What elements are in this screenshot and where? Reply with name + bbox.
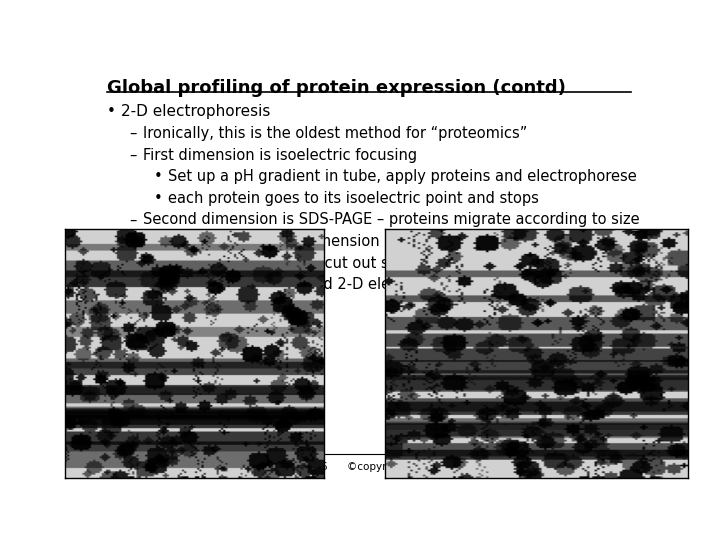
Text: Current technology is to cut out spots and id by mass spec: Current technology is to cut out spots a…	[143, 255, 575, 271]
Text: shallow pH gradient: shallow pH gradient	[402, 297, 555, 312]
Text: Run at 90° to first dimension: Run at 90° to first dimension	[168, 234, 379, 249]
Text: Ironically, this is the oldest method for “proteomics”: Ironically, this is the oldest method fo…	[143, 126, 527, 141]
Text: –: –	[129, 255, 136, 271]
Text: ©copyright Bruce Blumberg 2004.  All rights reserved: ©copyright Bruce Blumberg 2004. All righ…	[347, 462, 629, 472]
Text: –: –	[129, 147, 136, 163]
Text: BioSci 145B lecture 8: BioSci 145B lecture 8	[107, 462, 218, 472]
Text: –: –	[129, 126, 136, 141]
Text: 2-D electrophoresis: 2-D electrophoresis	[121, 104, 270, 119]
Text: •: •	[154, 277, 163, 292]
Text: Set up a pH gradient in tube, apply proteins and electrophorese: Set up a pH gradient in tube, apply prot…	[168, 169, 637, 184]
Text: Second dimension is SDS-PAGE – proteins migrate according to size: Second dimension is SDS-PAGE – proteins …	[143, 212, 639, 227]
Text: Mass spec resurrected 2-D electrophoresis: Mass spec resurrected 2-D electrophoresi…	[168, 277, 480, 292]
Text: –: –	[129, 297, 136, 312]
Text: •: •	[154, 169, 163, 184]
Text: Global profiling of protein expression (contd): Global profiling of protein expression (…	[107, 79, 566, 97]
Text: Steep pH gradient: Steep pH gradient	[163, 297, 302, 312]
Text: •: •	[154, 191, 163, 206]
Text: •: •	[107, 104, 116, 119]
Text: –: –	[129, 212, 136, 227]
Text: page 16: page 16	[285, 462, 328, 472]
Text: •: •	[154, 234, 163, 249]
Text: First dimension is isoelectric focusing: First dimension is isoelectric focusing	[143, 147, 417, 163]
Text: each protein goes to its isoelectric point and stops: each protein goes to its isoelectric poi…	[168, 191, 539, 206]
